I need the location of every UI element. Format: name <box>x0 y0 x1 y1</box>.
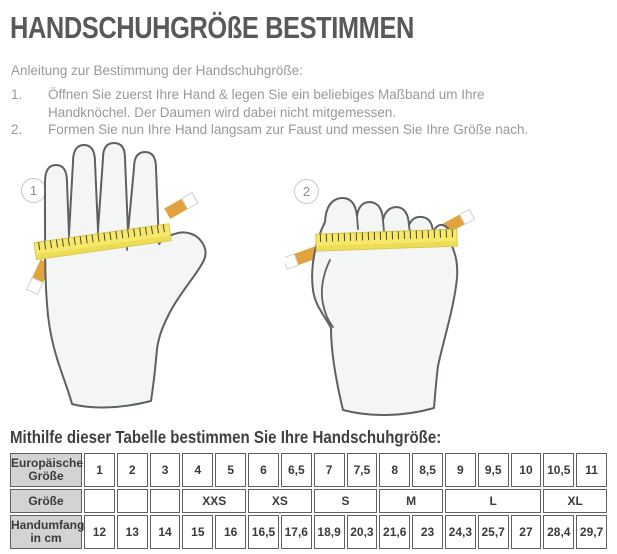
cm-cell: 23 <box>412 515 443 549</box>
step-text: Formen Sie nun Ihre Hand langsam zur Fau… <box>48 122 529 137</box>
size-cell: 8 <box>379 453 411 487</box>
step-number: 2. <box>11 122 23 137</box>
size-cell: 2 <box>116 453 148 487</box>
size-cell: 7 <box>313 453 345 487</box>
tape-end-upper-right <box>164 191 199 219</box>
size-cell: 10 <box>510 453 542 487</box>
cm-cell: 25,7 <box>477 515 509 549</box>
group-cell: XXS <box>182 489 247 513</box>
size-cell: 7,5 <box>346 453 378 487</box>
instruction-steps: 1. Öffnen Sie zuerst Ihre Hand & legen S… <box>11 86 528 139</box>
empty-cell <box>116 489 148 513</box>
intro-text: Anleitung zur Bestimmung der Handschuhgr… <box>11 63 303 78</box>
cm-cell: 21,6 <box>379 515 411 549</box>
cm-cell: 12 <box>84 515 115 549</box>
size-cell: 1 <box>84 453 115 487</box>
glove-size-table: Europäische Größe 1 2 3 4 5 6 6,5 7 7,5 … <box>8 451 609 551</box>
group-cell: XS <box>248 489 312 513</box>
table-caption: Mithilfe dieser Tabelle bestimmen Sie Ih… <box>10 427 442 447</box>
cm-cell: 14 <box>149 515 181 549</box>
size-cell: 6 <box>248 453 279 487</box>
row-label-circumference: Handumfang in cm <box>10 515 84 549</box>
step-number: 1. <box>11 87 23 102</box>
circumference-row: Handumfang in cm 12 13 14 15 16 16,5 17,… <box>10 515 607 549</box>
size-cell: 11 <box>576 453 607 487</box>
size-cell: 3 <box>149 453 181 487</box>
cm-cell: 24,3 <box>444 515 476 549</box>
page-title: HANDSCHUHGRÖßE BESTIMMEN <box>10 10 414 45</box>
cm-cell: 13 <box>116 515 148 549</box>
measuring-tape <box>315 228 458 252</box>
cm-cell: 20,3 <box>346 515 378 549</box>
empty-cell <box>149 489 181 513</box>
open-hand-illustration <box>25 142 207 409</box>
figure-2-badge: 2 <box>294 179 319 204</box>
figure-1-badge: 1 <box>21 178 46 203</box>
size-cell: 4 <box>182 453 214 487</box>
cm-cell: 29,7 <box>576 515 607 549</box>
cm-cell: 28,4 <box>543 515 575 549</box>
step-text: Öffnen Sie zuerst Ihre Hand & legen Sie … <box>48 87 485 120</box>
step-2: 2. Formen Sie nun Ihre Hand langsam zur … <box>11 121 528 139</box>
cm-cell: 27 <box>510 515 542 549</box>
size-cell: 9 <box>444 453 476 487</box>
size-cell: 6,5 <box>280 453 312 487</box>
european-size-row: Europäische Größe 1 2 3 4 5 6 6,5 7 7,5 … <box>10 453 607 487</box>
tape-end-left <box>285 246 320 270</box>
group-cell: XL <box>543 489 607 513</box>
cm-cell: 16,5 <box>248 515 279 549</box>
empty-cell <box>84 489 115 513</box>
size-cell: 9,5 <box>477 453 509 487</box>
size-cell: 10,5 <box>543 453 575 487</box>
fist-illustration <box>285 196 476 416</box>
cm-cell: 17,6 <box>280 515 312 549</box>
row-label-european: Europäische Größe <box>10 453 83 487</box>
measuring-tape <box>33 223 172 261</box>
row-label-size: Größe <box>10 489 82 513</box>
size-cell: 8,5 <box>412 453 443 487</box>
cm-cell: 18,9 <box>313 515 345 549</box>
cm-cell: 16 <box>215 515 247 549</box>
open-hand-shape <box>44 142 207 409</box>
group-cell: M <box>379 489 443 513</box>
letter-size-row: Größe XXS XS S M L XL <box>10 489 607 513</box>
group-cell: S <box>313 489 378 513</box>
size-cell: 5 <box>215 453 247 487</box>
cm-cell: 15 <box>182 515 214 549</box>
step-1: 1. Öffnen Sie zuerst Ihre Hand & legen S… <box>11 86 528 121</box>
group-cell: L <box>444 489 542 513</box>
